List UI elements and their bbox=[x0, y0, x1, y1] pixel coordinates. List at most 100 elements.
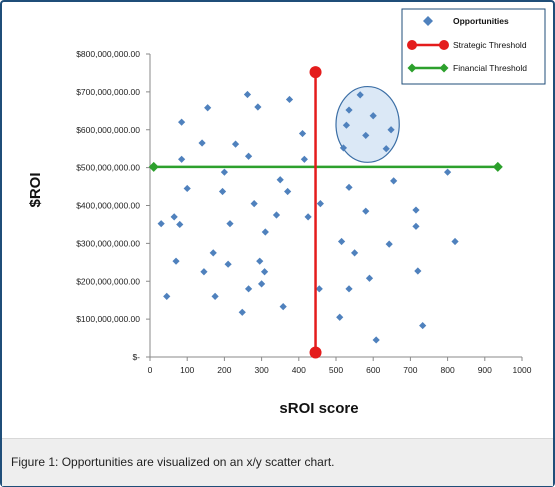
opportunity-point bbox=[200, 268, 208, 276]
opportunity-point bbox=[351, 249, 359, 257]
opportunity-point bbox=[365, 274, 374, 282]
opportunity-point bbox=[231, 140, 240, 148]
opportunity-point bbox=[178, 118, 186, 126]
legend-opportunities-marker bbox=[423, 16, 433, 26]
points-layer bbox=[148, 66, 503, 359]
opportunity-point bbox=[414, 267, 422, 275]
opportunity-point bbox=[444, 168, 452, 176]
x-tick-label: 600 bbox=[366, 365, 380, 375]
opportunity-point bbox=[300, 155, 308, 163]
strategic-threshold-marker bbox=[309, 66, 322, 79]
opportunity-point bbox=[176, 220, 184, 229]
opportunity-point bbox=[390, 177, 398, 185]
opportunity-point bbox=[451, 237, 459, 246]
opportunity-point bbox=[339, 144, 348, 152]
strategic-threshold-marker bbox=[309, 346, 322, 359]
opportunity-point bbox=[172, 257, 180, 265]
opportunity-point bbox=[342, 121, 351, 129]
opportunity-point bbox=[279, 303, 287, 311]
opportunity-point bbox=[244, 285, 253, 293]
opportunity-point bbox=[336, 313, 344, 321]
opportunity-point bbox=[272, 211, 281, 219]
legend-strategic-marker bbox=[407, 40, 417, 50]
figure-caption: Figure 1: Opportunities are visualized o… bbox=[11, 455, 335, 469]
x-tick-label: 100 bbox=[180, 365, 194, 375]
opportunity-point bbox=[260, 268, 269, 276]
y-tick-label: $200,000,000.00 bbox=[76, 276, 140, 286]
x-tick-label: 800 bbox=[441, 365, 455, 375]
opportunity-point bbox=[315, 285, 323, 293]
y-tick-label: $600,000,000.00 bbox=[76, 125, 140, 135]
y-tick-label: $300,000,000.00 bbox=[76, 238, 140, 248]
y-tick-label: $- bbox=[132, 352, 140, 362]
opportunity-point bbox=[238, 308, 246, 316]
axes-layer: $- $100,000,000.00 $200,000,000.00 $300,000… bbox=[76, 49, 532, 375]
opportunity-point bbox=[387, 126, 395, 134]
financial-threshold-marker bbox=[148, 161, 159, 172]
opportunity-point bbox=[385, 240, 393, 248]
x-tick-label: 500 bbox=[329, 365, 343, 375]
opportunity-point bbox=[198, 139, 206, 147]
legend-financial-marker bbox=[407, 63, 417, 73]
legend-label: Strategic Threshold bbox=[453, 40, 527, 50]
opportunity-point bbox=[304, 213, 312, 221]
legend: Opportunities Strategic Threshold Financia… bbox=[401, 8, 546, 85]
opportunity-point bbox=[412, 206, 420, 214]
opportunity-point bbox=[256, 257, 264, 265]
opportunity-point bbox=[209, 249, 217, 257]
x-tick-label: 700 bbox=[403, 365, 417, 375]
y-axis-title: $ROI bbox=[27, 172, 44, 207]
opportunity-point bbox=[284, 187, 292, 196]
highlight-ellipse bbox=[335, 85, 400, 163]
y-tick-label: $700,000,000.00 bbox=[76, 87, 140, 97]
opportunity-point bbox=[244, 152, 253, 160]
x-tick-label: 1000 bbox=[513, 365, 532, 375]
y-tick-label: $500,000,000.00 bbox=[76, 163, 140, 173]
opportunity-point bbox=[170, 213, 178, 221]
opportunity-point bbox=[412, 222, 420, 230]
opportunity-point bbox=[254, 103, 262, 111]
opportunity-point bbox=[178, 155, 186, 163]
opportunity-point bbox=[218, 187, 227, 196]
opportunity-point bbox=[224, 260, 232, 268]
opportunity-point bbox=[369, 112, 377, 120]
opportunity-point bbox=[345, 106, 353, 114]
opportunity-point bbox=[261, 228, 269, 236]
opportunity-point bbox=[276, 176, 284, 184]
opportunity-point bbox=[226, 220, 234, 228]
x-tick-label: 400 bbox=[292, 365, 306, 375]
x-tick-label: 900 bbox=[478, 365, 492, 375]
y-tick-label: $400,000,000.00 bbox=[76, 201, 140, 211]
opportunity-point bbox=[243, 90, 252, 99]
opportunity-point bbox=[345, 285, 353, 293]
opportunity-point bbox=[362, 131, 370, 140]
y-tick-label: $100,000,000.00 bbox=[76, 314, 140, 324]
opportunity-point bbox=[337, 237, 346, 246]
opportunity-point bbox=[285, 95, 294, 104]
opportunity-point bbox=[183, 184, 191, 193]
financial-threshold-marker bbox=[492, 161, 503, 172]
opportunity-point bbox=[250, 200, 258, 208]
highlight-ellipse-layer bbox=[335, 85, 400, 163]
legend-financial-marker bbox=[439, 63, 449, 73]
opportunity-point bbox=[220, 168, 228, 176]
x-tick-label: 0 bbox=[148, 365, 153, 375]
opportunity-point bbox=[211, 292, 219, 300]
opportunity-point bbox=[298, 129, 307, 138]
legend-label: Financial Threshold bbox=[453, 63, 527, 73]
x-axis-title: sROI score bbox=[279, 400, 358, 417]
legend-label: Opportunities bbox=[453, 16, 509, 26]
opportunity-point bbox=[362, 207, 370, 215]
opportunity-point bbox=[157, 220, 165, 228]
opportunity-point bbox=[356, 91, 364, 99]
x-tick-label: 200 bbox=[217, 365, 231, 375]
legend-strategic-marker bbox=[439, 40, 449, 50]
opportunity-point bbox=[419, 321, 427, 330]
opportunity-point bbox=[316, 200, 324, 208]
y-tick-label: $800,000,000.00 bbox=[76, 49, 140, 59]
caption-bar bbox=[2, 438, 553, 486]
opportunity-point bbox=[163, 292, 171, 300]
opportunity-point bbox=[345, 183, 353, 191]
opportunity-point bbox=[204, 104, 212, 112]
